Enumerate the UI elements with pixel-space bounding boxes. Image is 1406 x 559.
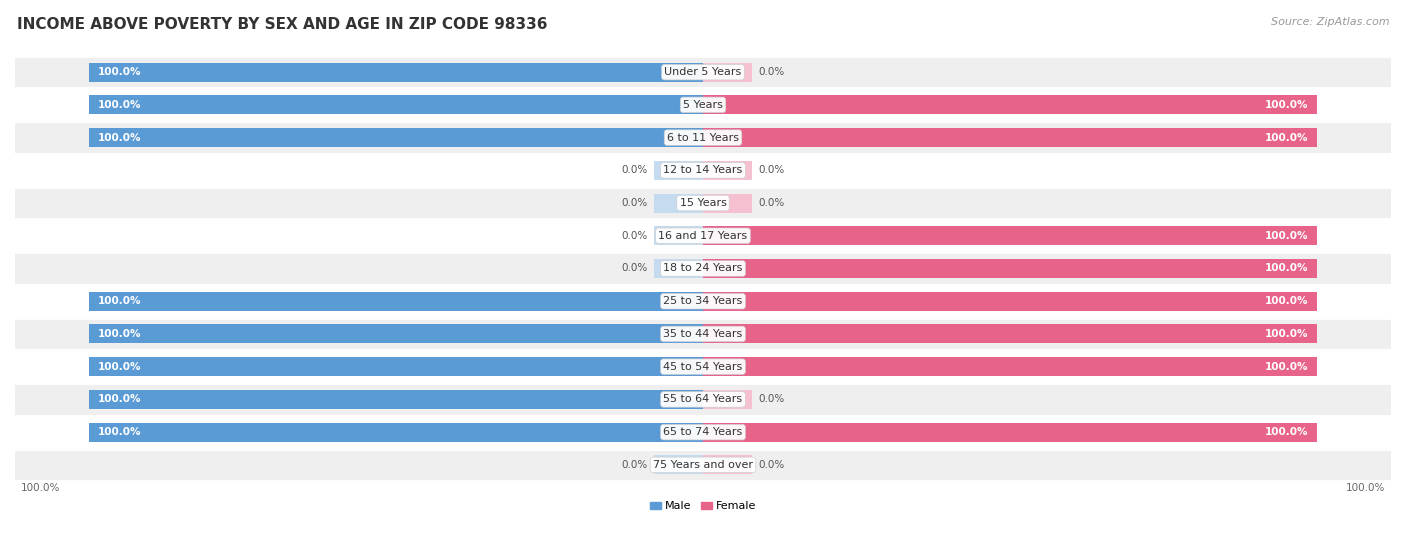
- Text: 0.0%: 0.0%: [758, 198, 785, 208]
- Text: 35 to 44 Years: 35 to 44 Years: [664, 329, 742, 339]
- Bar: [89, 128, 703, 147]
- Bar: [89, 96, 703, 115]
- Text: 100.0%: 100.0%: [1264, 329, 1308, 339]
- Text: 0.0%: 0.0%: [758, 460, 785, 470]
- Bar: [89, 357, 703, 376]
- Text: 100.0%: 100.0%: [98, 395, 142, 404]
- Bar: [654, 161, 703, 180]
- Bar: [89, 96, 703, 115]
- Text: 100.0%: 100.0%: [1264, 263, 1308, 273]
- Bar: [15, 56, 1391, 88]
- Bar: [654, 456, 703, 475]
- Text: 0.0%: 0.0%: [621, 263, 648, 273]
- Text: 100.0%: 100.0%: [1346, 483, 1385, 493]
- Text: 0.0%: 0.0%: [621, 231, 648, 241]
- Bar: [15, 318, 1391, 350]
- Text: 0.0%: 0.0%: [758, 67, 785, 77]
- Text: 55 to 64 Years: 55 to 64 Years: [664, 395, 742, 404]
- Bar: [703, 226, 1317, 245]
- Bar: [89, 423, 703, 442]
- Bar: [703, 292, 1317, 311]
- Text: 5 Years: 5 Years: [683, 100, 723, 110]
- Bar: [15, 383, 1391, 416]
- Bar: [15, 350, 1391, 383]
- Bar: [89, 357, 703, 376]
- Text: 100.0%: 100.0%: [98, 132, 142, 143]
- Bar: [15, 219, 1391, 252]
- Bar: [703, 96, 1317, 115]
- Text: 65 to 74 Years: 65 to 74 Years: [664, 427, 742, 437]
- Bar: [703, 193, 752, 212]
- Bar: [703, 357, 1317, 376]
- Bar: [703, 324, 1317, 343]
- Bar: [15, 252, 1391, 285]
- Text: INCOME ABOVE POVERTY BY SEX AND AGE IN ZIP CODE 98336: INCOME ABOVE POVERTY BY SEX AND AGE IN Z…: [17, 17, 547, 32]
- Bar: [703, 63, 752, 82]
- Text: 16 and 17 Years: 16 and 17 Years: [658, 231, 748, 241]
- Bar: [89, 324, 703, 343]
- Text: 0.0%: 0.0%: [621, 165, 648, 176]
- Bar: [703, 128, 1317, 147]
- Bar: [654, 226, 703, 245]
- Bar: [15, 88, 1391, 121]
- Bar: [703, 259, 1317, 278]
- Bar: [15, 154, 1391, 187]
- Text: 100.0%: 100.0%: [1264, 296, 1308, 306]
- Text: 15 Years: 15 Years: [679, 198, 727, 208]
- Text: 18 to 24 Years: 18 to 24 Years: [664, 263, 742, 273]
- Bar: [703, 292, 1317, 311]
- Text: 0.0%: 0.0%: [621, 198, 648, 208]
- Text: 100.0%: 100.0%: [98, 427, 142, 437]
- Text: 100.0%: 100.0%: [1264, 427, 1308, 437]
- Text: 100.0%: 100.0%: [98, 329, 142, 339]
- Bar: [89, 324, 703, 343]
- Bar: [89, 292, 703, 311]
- Bar: [89, 423, 703, 442]
- Bar: [15, 285, 1391, 318]
- Bar: [89, 292, 703, 311]
- Text: 45 to 54 Years: 45 to 54 Years: [664, 362, 742, 372]
- Bar: [703, 226, 1317, 245]
- Text: 100.0%: 100.0%: [98, 100, 142, 110]
- Bar: [15, 448, 1391, 481]
- Text: 25 to 34 Years: 25 to 34 Years: [664, 296, 742, 306]
- Text: 100.0%: 100.0%: [98, 296, 142, 306]
- Text: 100.0%: 100.0%: [21, 483, 60, 493]
- Text: Under 5 Years: Under 5 Years: [665, 67, 741, 77]
- Text: 100.0%: 100.0%: [1264, 132, 1308, 143]
- Bar: [89, 390, 703, 409]
- Bar: [703, 423, 1317, 442]
- Text: 100.0%: 100.0%: [98, 67, 142, 77]
- Text: 100.0%: 100.0%: [1264, 100, 1308, 110]
- Bar: [703, 128, 1317, 147]
- Bar: [15, 121, 1391, 154]
- Bar: [703, 357, 1317, 376]
- Bar: [89, 63, 703, 82]
- Text: 6 to 11 Years: 6 to 11 Years: [666, 132, 740, 143]
- Bar: [703, 423, 1317, 442]
- Bar: [703, 324, 1317, 343]
- Bar: [703, 456, 752, 475]
- Bar: [654, 259, 703, 278]
- Bar: [89, 390, 703, 409]
- Bar: [703, 96, 1317, 115]
- Text: 0.0%: 0.0%: [758, 395, 785, 404]
- Text: 75 Years and over: 75 Years and over: [652, 460, 754, 470]
- Text: Source: ZipAtlas.com: Source: ZipAtlas.com: [1271, 17, 1389, 27]
- Bar: [703, 259, 1317, 278]
- Legend: Male, Female: Male, Female: [645, 497, 761, 516]
- Bar: [703, 161, 752, 180]
- Text: 100.0%: 100.0%: [1264, 362, 1308, 372]
- Text: 0.0%: 0.0%: [758, 165, 785, 176]
- Bar: [89, 128, 703, 147]
- Text: 100.0%: 100.0%: [1264, 231, 1308, 241]
- Text: 0.0%: 0.0%: [621, 460, 648, 470]
- Bar: [89, 63, 703, 82]
- Text: 12 to 14 Years: 12 to 14 Years: [664, 165, 742, 176]
- Bar: [654, 193, 703, 212]
- Bar: [703, 390, 752, 409]
- Bar: [15, 187, 1391, 219]
- Text: 100.0%: 100.0%: [98, 362, 142, 372]
- Bar: [15, 416, 1391, 448]
